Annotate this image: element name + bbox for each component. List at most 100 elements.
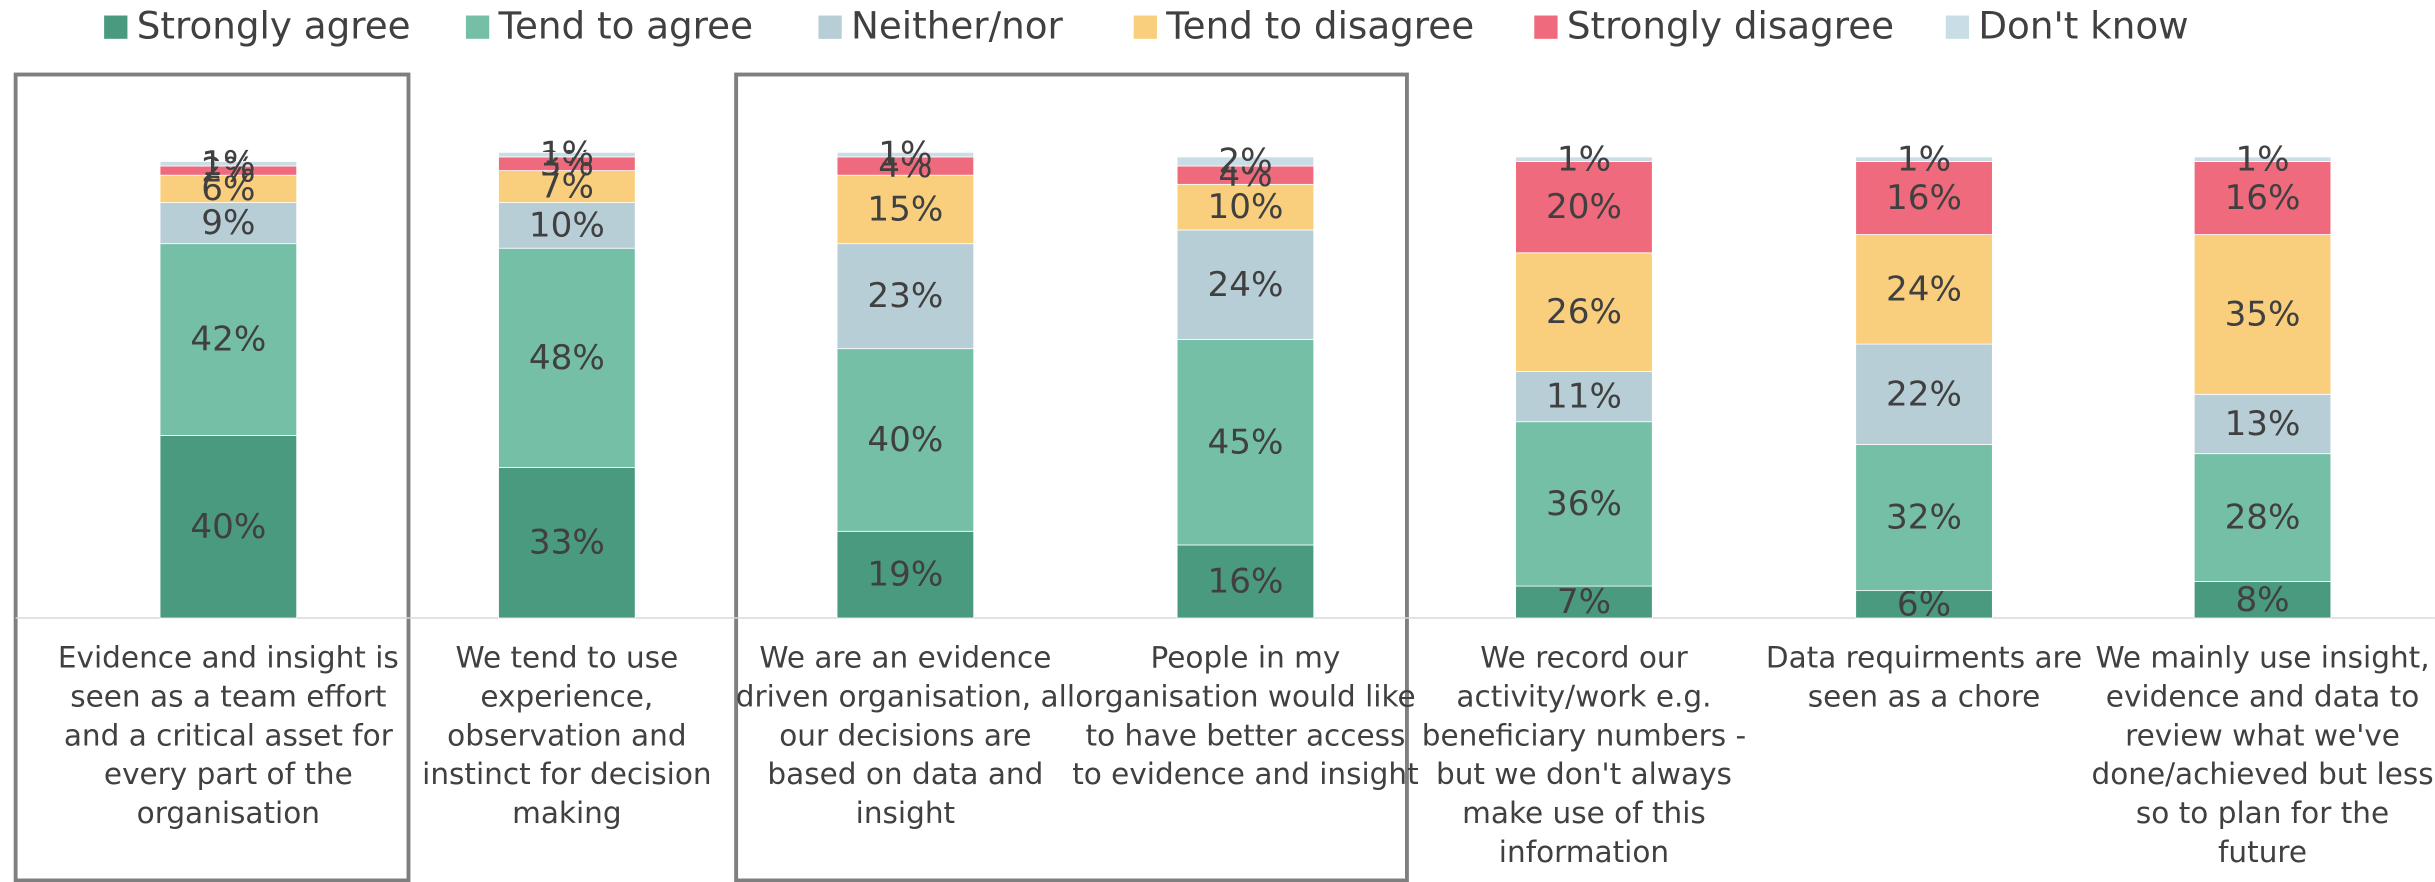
bar-segment <box>1855 444 1993 592</box>
data-label: 42% <box>190 320 266 360</box>
data-label: 26% <box>1546 292 1622 332</box>
data-label: 28% <box>2225 498 2301 538</box>
category-label: We are an evidence driven organisation, … <box>735 641 1076 831</box>
data-label: 22% <box>1886 374 1962 414</box>
legend-swatch <box>1534 15 1558 39</box>
bar-segment <box>1515 156 1653 162</box>
data-label: 40% <box>190 507 266 547</box>
bar-segment <box>1855 161 1993 235</box>
data-label: 1% <box>1557 139 1611 179</box>
data-label: 20% <box>1546 187 1622 227</box>
data-label: 19% <box>867 555 943 595</box>
data-label: 1% <box>540 135 594 175</box>
category-label: We mainly use insight, evidence and data… <box>2091 641 2434 870</box>
bar-segment <box>836 530 975 619</box>
bar-segment <box>2193 156 2332 162</box>
bar-segment <box>1176 156 1315 167</box>
legend-label: Don't know <box>1978 3 2188 47</box>
data-label: 11% <box>1546 377 1622 417</box>
data-label: 16% <box>1207 562 1283 602</box>
data-label: 10% <box>529 205 605 245</box>
category-label: People in my organisation would like to … <box>1072 641 1419 792</box>
bar-segment <box>498 170 636 203</box>
category-text: We record our activity/work e.g. benefic… <box>1421 641 1747 870</box>
bar-segment <box>159 202 298 245</box>
category-label: Data requirments are seen as a chore <box>1765 641 2083 715</box>
data-label: 6% <box>1897 584 1951 624</box>
highlight-box <box>734 72 1409 882</box>
data-label: 1% <box>1897 139 1951 179</box>
category-label: Evidence and insight is seen as a team e… <box>57 641 399 831</box>
data-label: 1% <box>878 135 932 175</box>
legend-swatch <box>1945 15 1970 39</box>
data-label: 40% <box>867 420 943 460</box>
data-label: 32% <box>1886 498 1962 538</box>
data-label: 13% <box>2225 404 2301 444</box>
bar-segment <box>2193 393 2332 455</box>
data-label: 3% <box>540 144 594 184</box>
bar-segment <box>1176 229 1315 340</box>
legend-swatch <box>818 15 842 39</box>
data-label: 15% <box>867 189 943 229</box>
bar-segment <box>498 247 636 468</box>
data-label: 33% <box>529 523 605 563</box>
category-text: People in my organisation would like to … <box>1072 641 1419 792</box>
bar-segment <box>1515 371 1653 423</box>
bar-segment <box>498 202 636 249</box>
data-label: 7% <box>540 167 594 207</box>
data-label: 24% <box>1886 269 1962 309</box>
bar-segment <box>498 151 636 158</box>
bar-segment <box>836 151 975 158</box>
data-label: 24% <box>1207 265 1283 305</box>
category-label: We record our activity/work e.g. benefic… <box>1421 641 1747 870</box>
bar-segment <box>836 243 975 350</box>
data-label: 1% <box>201 144 255 184</box>
legend-swatch <box>465 15 490 39</box>
category-text: We are an evidence driven organisation, … <box>735 641 1076 831</box>
data-label: 2% <box>1218 142 1272 182</box>
highlight-box <box>13 72 411 882</box>
data-label: 36% <box>1546 484 1622 524</box>
legend-label: Tend to agree <box>498 3 753 47</box>
category-text: We tend to use experience, observation a… <box>422 641 712 831</box>
bar-segment <box>159 243 298 436</box>
bar-segment <box>159 174 298 203</box>
category-text: Evidence and insight is seen as a team e… <box>57 641 399 831</box>
data-label: 23% <box>867 276 943 316</box>
data-label: 16% <box>2225 178 2301 218</box>
data-label: 1% <box>2235 139 2289 179</box>
data-label: 10% <box>1207 187 1283 227</box>
legend-swatch <box>1133 15 1157 39</box>
bar-segment <box>1855 234 1993 345</box>
data-label: 48% <box>529 338 605 378</box>
data-label: 2% <box>201 151 255 191</box>
bar-segment <box>159 161 298 167</box>
legend-swatch <box>104 15 128 39</box>
data-label: 6% <box>201 169 255 209</box>
bar-segment <box>1515 585 1653 619</box>
bar-segment <box>159 435 298 619</box>
bar-segment <box>1176 544 1315 619</box>
legend-label: Strongly agree <box>137 3 411 47</box>
category-text: Data requirments are seen as a chore <box>1765 641 2083 715</box>
bar-segment <box>498 466 636 619</box>
bar-segment <box>1855 343 1993 445</box>
bar-segment <box>2193 581 2332 619</box>
bar-segment <box>836 348 975 532</box>
bar-segment <box>1515 252 1653 372</box>
legend-label: Tend to disagree <box>1165 3 1474 47</box>
data-label: 16% <box>1886 178 1962 218</box>
data-label: 8% <box>2235 580 2289 620</box>
legend-label: Strongly disagree <box>1567 3 1894 47</box>
data-label: 7% <box>1557 582 1611 622</box>
bar-segment <box>1855 156 1993 162</box>
data-label: 35% <box>2225 294 2301 334</box>
legend-label: Neither/nor <box>851 3 1064 47</box>
category-text: We mainly use insight, evidence and data… <box>2091 641 2434 870</box>
data-label: 45% <box>1207 422 1283 462</box>
category-label: We tend to use experience, observation a… <box>422 641 712 831</box>
bar-segment <box>1176 183 1315 231</box>
data-label: 9% <box>201 203 255 243</box>
bar-segment <box>836 174 975 245</box>
